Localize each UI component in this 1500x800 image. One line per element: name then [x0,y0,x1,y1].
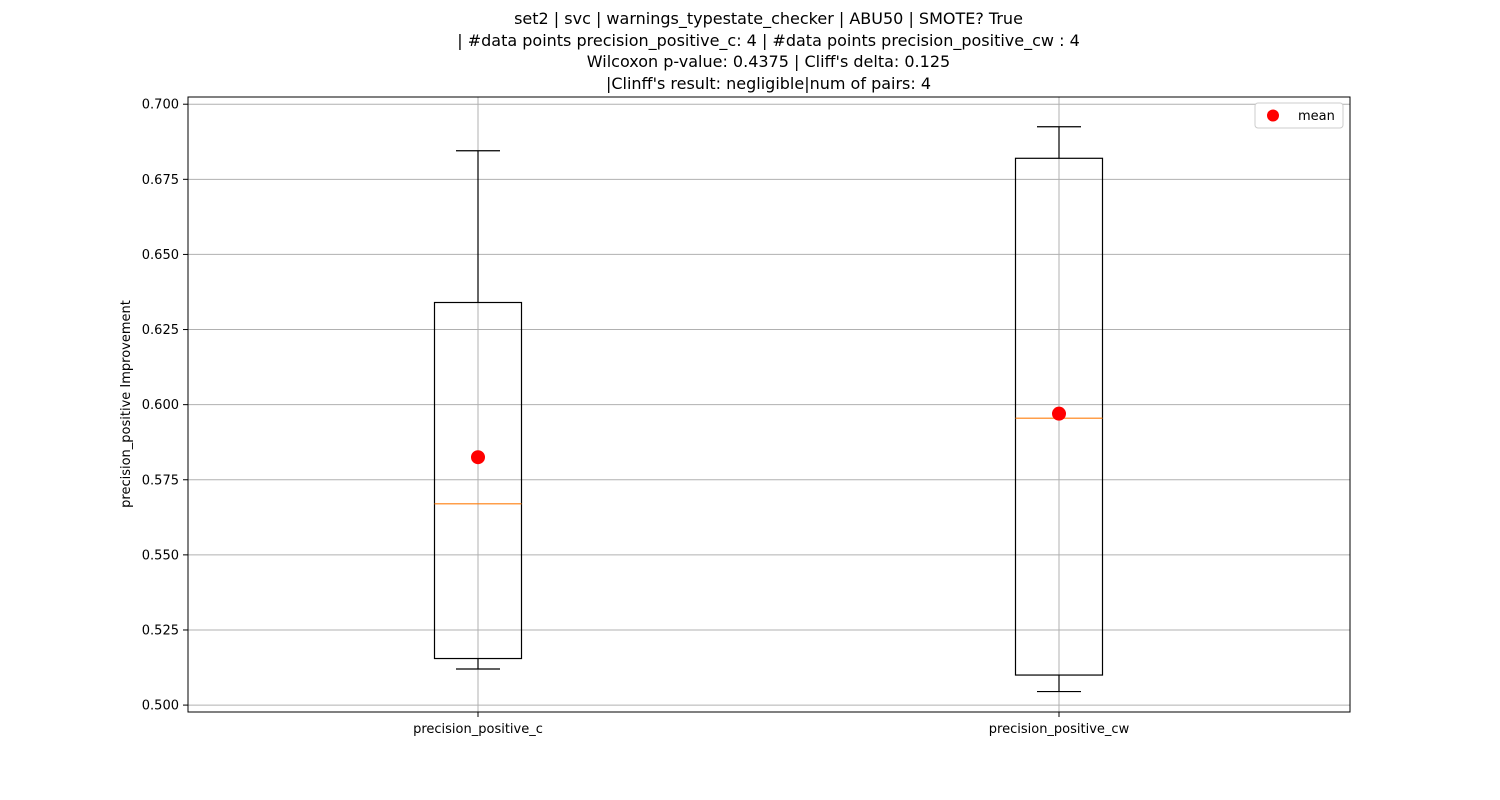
legend: mean [1254,102,1344,129]
chart-title: set2 | svc | warnings_typestate_checker … [0,8,1500,94]
mean-marker [471,450,485,465]
grid [188,97,1350,712]
x-tick-label: precision_positive_cw [989,722,1130,737]
y-axis-label: precision_positive Improvement [119,300,134,508]
y-tick-label: 0.500 [142,699,179,714]
y-tick-label: 0.675 [142,173,179,188]
y-tick-label: 0.525 [142,623,179,638]
y-tick-label: 0.650 [142,248,179,263]
title-line-2: | #data points precision_positive_c: 4 |… [457,30,1080,50]
y-axis-ticks: 0.500 0.525 0.550 0.575 0.600 0.625 0.650 0.675… [142,98,188,714]
legend-frame [1254,102,1344,129]
legend-mean-marker [1267,109,1279,122]
legend-mean-label: mean [1298,109,1335,124]
iqr-box [1014,157,1104,676]
box-precision_positive_cw [1014,126,1104,693]
mean-marker [1052,406,1066,421]
title-line-3: Wilcoxon p-value: 0.4375 | Cliff's delta… [586,52,951,71]
y-tick-label: 0.575 [142,473,179,488]
x-tick-label: precision_positive_c [413,722,543,737]
box-precision_positive_c [433,150,523,670]
y-tick-label: 0.550 [142,548,179,563]
y-tick-label: 0.700 [142,98,179,113]
y-tick-label: 0.625 [142,323,179,338]
x-axis-ticks: precision_positive_c precision_positive_c… [413,712,1130,737]
title-line-1: set2 | svc | warnings_typestate_checker … [514,9,1023,28]
y-tick-label: 0.600 [142,398,179,413]
boxes [433,126,1104,693]
iqr-box [433,301,523,660]
title-line-4: |Clinff's result: negligible|num of pair… [605,73,932,93]
